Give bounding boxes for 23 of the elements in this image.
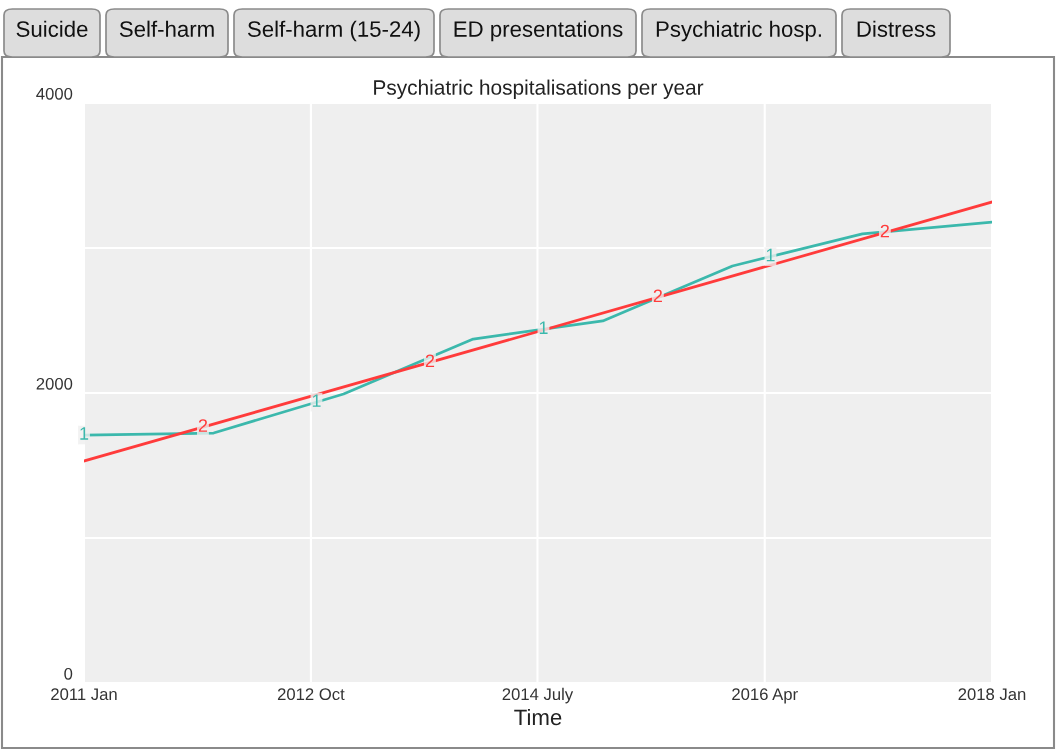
y-tick-label: 0 — [64, 667, 73, 680]
x-axis-title: Time — [514, 708, 562, 726]
text: ED presentations — [454, 20, 623, 42]
x-tick-label: 2018 Jan — [958, 688, 1026, 701]
text: Distress — [857, 20, 936, 37]
x-tick-label: 2016 Apr — [732, 688, 798, 704]
text: 2 — [880, 224, 889, 238]
text: 2 — [198, 419, 208, 432]
text: Psychiatric hosp. — [656, 20, 821, 42]
y-tick-label: 2000 — [36, 377, 73, 390]
series-label: 1 — [312, 394, 321, 407]
text: Self-harm (15-24) — [247, 20, 420, 42]
series-label: 2 — [653, 289, 662, 303]
y-tick-label: 4000 — [36, 87, 73, 100]
x-tick-label: 2012 Oct — [277, 688, 345, 701]
text: 1 — [539, 321, 548, 334]
chart-title: Psychiatric hospitalisations per year — [374, 79, 704, 99]
text: 2 — [425, 354, 435, 368]
text: Suicide — [16, 20, 88, 37]
x-tick-label: 2014 July — [502, 687, 574, 704]
text: 1 — [766, 248, 775, 262]
text: Self-harm — [119, 20, 214, 37]
x-tick-label: 2011 Jan — [51, 688, 117, 701]
